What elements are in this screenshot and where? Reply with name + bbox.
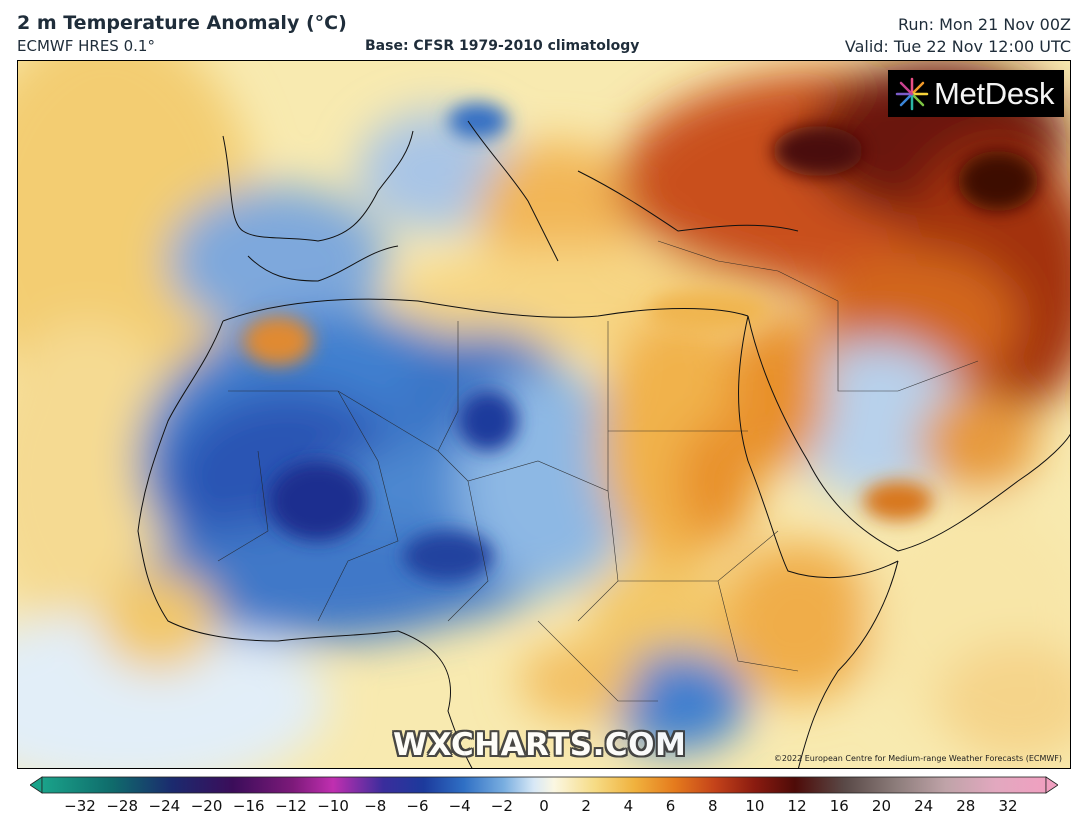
- map-title: 2 m Temperature Anomaly (°C): [17, 12, 347, 34]
- colorbar-tick-label: −12: [275, 797, 307, 815]
- border-lines: [217, 240, 979, 702]
- colorbar-tick-label: 10: [745, 797, 765, 815]
- colorbar-tick-label: 28: [956, 797, 976, 815]
- colorbar-tick-label: 20: [871, 797, 891, 815]
- colorbar-tick-label: −24: [148, 797, 181, 815]
- watermark: WXCHARTS.COM: [393, 727, 687, 763]
- climatology-base-label: Base: CFSR 1979-2010 climatology: [365, 38, 640, 54]
- colorbar-tick-label: −16: [232, 797, 265, 815]
- colorbar-tick-label: −6: [406, 797, 429, 815]
- colorbar-tick-label: 12: [787, 797, 807, 815]
- colorbar-tick-label: −2: [490, 797, 513, 815]
- colorbar-gradient: [41, 776, 1047, 794]
- valid-time-label: Valid: Tue 22 Nov 12:00 UTC: [844, 37, 1071, 56]
- colorbar-tick-label: −4: [448, 797, 471, 815]
- colorbar-max-arrow: [1045, 776, 1058, 794]
- colorbar-tick-label: 16: [829, 797, 849, 815]
- colorbar: [30, 776, 1058, 794]
- colorbar-tick-label: 24: [914, 797, 934, 815]
- logo-text: MetDesk: [934, 75, 1055, 111]
- colorbar-tick-label: 32: [998, 797, 1018, 815]
- model-label: ECMWF HRES 0.1°: [17, 37, 155, 55]
- metdesk-logo: MetDesk: [888, 70, 1064, 117]
- colorbar-tick-label: 0: [539, 797, 549, 815]
- colorbar-tick-label: 6: [665, 797, 676, 815]
- run-time-label: Run: Mon 21 Nov 00Z: [897, 15, 1071, 34]
- colorbar-tick-label: −28: [106, 797, 138, 815]
- colorbar-tick-label: 8: [707, 797, 718, 815]
- colorbar-tick-label: 4: [623, 797, 634, 815]
- colorbar-tick-label: −10: [317, 797, 349, 815]
- colorbar-tick-label: −20: [190, 797, 223, 815]
- starburst-logo-icon: [895, 77, 929, 110]
- coastline-lines: [137, 120, 1070, 768]
- colorbar-min-arrow: [30, 776, 43, 794]
- copyright-notice: ©2022 European Centre for Medium-range W…: [773, 754, 1062, 763]
- colorbar-tick-label: −8: [364, 797, 387, 815]
- colorbar-tick-label: 2: [581, 797, 591, 815]
- anomaly-map[interactable]: MetDesk WXCHARTS.COM ©2022 European Cent…: [17, 60, 1071, 769]
- colorbar-tick-label: −32: [64, 797, 96, 815]
- temperature-anomaly-field: [18, 61, 1070, 768]
